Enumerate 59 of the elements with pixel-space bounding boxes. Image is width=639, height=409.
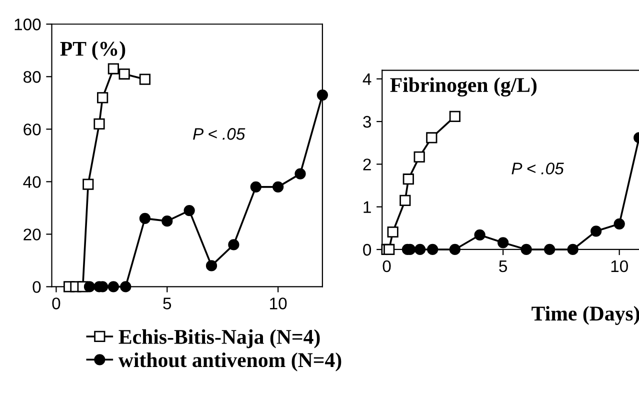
point <box>426 132 438 144</box>
point <box>139 74 150 85</box>
x-tick-label: 0 <box>382 260 391 272</box>
point <box>590 226 602 237</box>
point <box>449 244 460 256</box>
point <box>498 237 509 248</box>
chart-title: Fibrinogen (g/L) <box>390 77 537 96</box>
x-axis-title: Time (Days) <box>532 306 639 325</box>
point <box>108 63 119 74</box>
text: PT (%) <box>60 41 126 60</box>
y-tick-label: 4 <box>362 73 372 85</box>
point <box>400 194 411 206</box>
point <box>544 244 556 256</box>
point <box>139 212 150 224</box>
point <box>474 229 486 241</box>
y-tick-label: 100 <box>14 18 41 30</box>
point <box>162 216 173 227</box>
x-tick-label: 5 <box>163 298 172 310</box>
point <box>294 168 306 180</box>
point <box>567 244 578 256</box>
x-tick-label: 0 <box>52 298 60 310</box>
y-tick-label: 2 <box>363 158 371 170</box>
y-tick-label: 0 <box>32 281 41 293</box>
point <box>427 244 438 256</box>
point <box>387 226 398 238</box>
point <box>614 218 625 230</box>
point <box>316 89 328 101</box>
point <box>272 181 284 192</box>
point <box>449 110 460 122</box>
point <box>184 205 195 216</box>
point <box>118 68 130 80</box>
point <box>206 260 218 272</box>
point <box>402 174 414 185</box>
y-tick-label: 3 <box>363 116 371 128</box>
y-tick-label: 40 <box>23 176 41 188</box>
point <box>414 244 426 256</box>
point <box>414 151 425 162</box>
point <box>384 244 395 256</box>
y-tick-label: 60 <box>24 124 41 136</box>
point <box>228 239 240 250</box>
x-tick-label: 10 <box>270 298 287 310</box>
x-tick-label: 5 <box>499 260 507 272</box>
annotation: P < .05 <box>512 162 564 174</box>
point <box>250 181 262 192</box>
legend-label: without antivenom (N=4) <box>118 352 342 372</box>
point <box>84 281 96 292</box>
point <box>94 118 105 130</box>
point <box>520 244 532 256</box>
point <box>82 178 94 190</box>
x-tick-label: 10 <box>611 260 628 272</box>
point <box>108 281 119 292</box>
y-tick-label: 80 <box>24 71 41 83</box>
point <box>120 281 132 292</box>
y-tick-label: 0 <box>363 244 372 256</box>
annotation: P < .05 <box>193 128 246 140</box>
legend-label: Echis-Bitis-Naja (N=4) <box>118 329 320 348</box>
point <box>97 92 108 104</box>
y-tick-label: 20 <box>24 228 41 240</box>
y-tick-label: 1 <box>364 201 371 213</box>
